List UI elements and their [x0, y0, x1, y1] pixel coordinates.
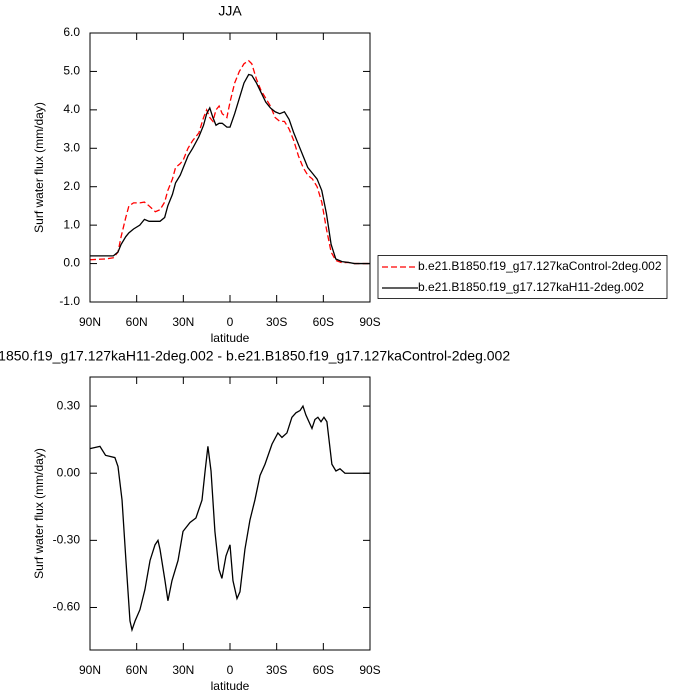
- data-line: [90, 73, 370, 265]
- data-line: [89, 404, 370, 633]
- x-tick-label: 30S: [266, 315, 287, 329]
- x-tick-label: 90N: [79, 663, 101, 677]
- x-tick-label: 60S: [313, 663, 334, 677]
- y-tick-label: 0.00: [57, 465, 81, 479]
- x-tick-label: 90S: [359, 663, 380, 677]
- x-tick-label: 90S: [359, 315, 380, 329]
- y-tick-label: 2.0: [63, 179, 80, 193]
- x-axis-label: latitude: [211, 331, 250, 345]
- plot-frame: [89, 32, 371, 303]
- x-tick-label: 0: [227, 315, 234, 329]
- legend-label: b.e21.B1850.f19_g17.127kaControl-2deg.00…: [418, 259, 662, 273]
- x-tick-label: 0: [227, 663, 234, 677]
- x-tick-label: 60S: [313, 315, 334, 329]
- y-tick-label: -1.0: [59, 294, 80, 308]
- chart-title: JJA: [218, 3, 242, 19]
- y-tick-label: 5.0: [63, 64, 80, 78]
- x-tick-label: 90N: [79, 315, 101, 329]
- y-tick-label: 3.0: [63, 140, 80, 154]
- y-axis-label: Surf water flux (mm/day): [32, 102, 46, 233]
- y-tick-label: 1.0: [63, 217, 80, 231]
- x-tick-label: 60N: [126, 663, 148, 677]
- data-line: [89, 59, 370, 265]
- plot-frame: [89, 376, 371, 651]
- y-tick-label: 0.0: [63, 256, 80, 270]
- x-tick-label: 60N: [126, 315, 148, 329]
- y-tick-label: -0.60: [53, 600, 81, 614]
- y-tick-label: 6.0: [63, 25, 80, 39]
- y-tick-label: 0.30: [57, 398, 81, 412]
- x-tick-label: 30N: [172, 315, 194, 329]
- chart-title: b.e21.B1850.f19_g17.127kaH11-2deg.002 - …: [0, 348, 510, 364]
- y-tick-label: -0.30: [53, 533, 81, 547]
- x-axis-label: latitude: [211, 679, 250, 693]
- x-tick-label: 30N: [172, 663, 194, 677]
- x-tick-label: 30S: [266, 663, 287, 677]
- y-tick-label: 4.0: [63, 102, 80, 116]
- y-axis-label: Surf water flux (mm/day): [32, 448, 46, 579]
- legend-box: [377, 255, 668, 299]
- legend-label: b.e21.B1850.f19_g17.127kaH11-2deg.002: [418, 280, 644, 294]
